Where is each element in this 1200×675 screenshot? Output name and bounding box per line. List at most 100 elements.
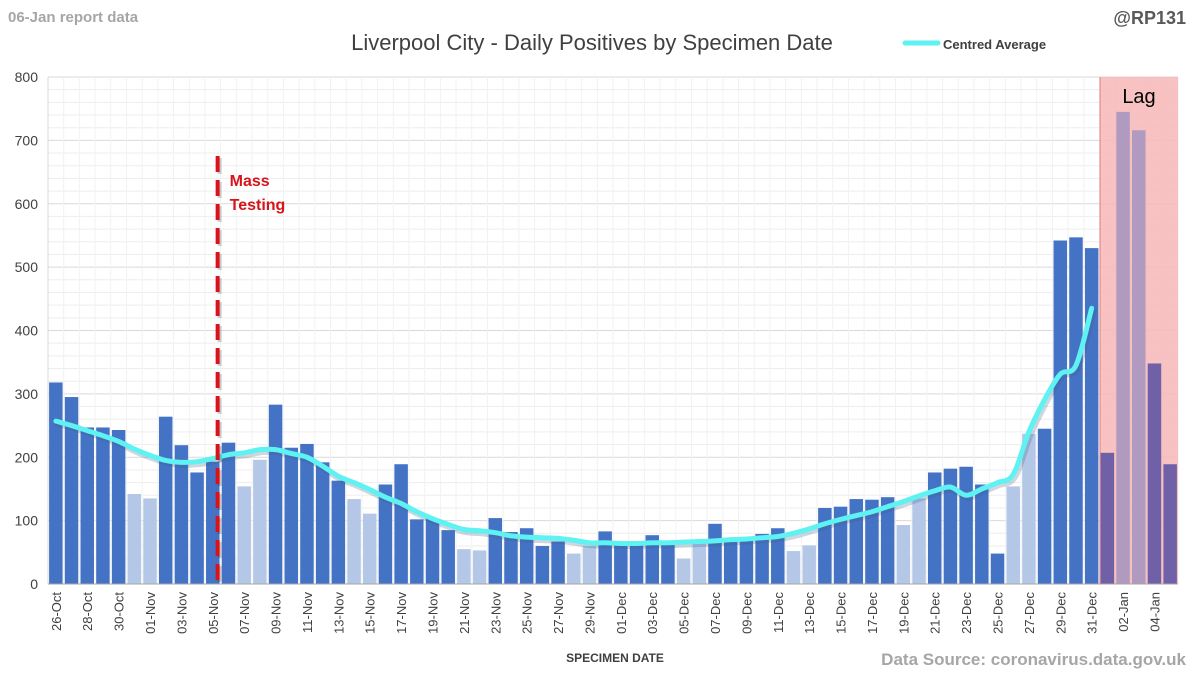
x-tick-label: 07-Nov [237, 592, 252, 634]
y-tick-label: 300 [15, 386, 39, 402]
bar-27-Nov [551, 541, 565, 584]
legend: Centred Average [902, 37, 1046, 52]
bar-06-Dec [692, 542, 707, 584]
bar-30-Oct [111, 429, 126, 584]
bar-29-Oct [96, 427, 110, 584]
x-tick-label: 05-Dec [677, 592, 692, 634]
x-tick-label: 25-Dec [991, 592, 1006, 634]
bar-25-Nov [519, 528, 534, 584]
chart-title: Liverpool City - Daily Positives by Spec… [351, 30, 833, 55]
bar-20-Nov [441, 530, 455, 584]
bar-06-Nov [221, 442, 236, 584]
bar-29-Nov [582, 545, 597, 584]
y-tick-label: 500 [15, 259, 39, 275]
annotations: Mass Testing [215, 156, 286, 584]
x-tick-label: 21-Nov [457, 592, 472, 634]
bar-22-Nov [472, 550, 487, 584]
bar-13-Dec [802, 545, 816, 584]
y-tick-label: 400 [15, 323, 39, 339]
bar-16-Nov [378, 484, 393, 584]
bar-27-Oct [64, 397, 79, 584]
y-tick-label: 700 [15, 132, 39, 148]
bar-26-Oct [49, 382, 63, 584]
bar-09-Dec [739, 539, 754, 584]
bar-23-Dec [959, 466, 973, 584]
x-tick-label: 30-Oct [112, 592, 127, 631]
bar-19-Dec [896, 525, 911, 584]
x-axis-title: SPECIMEN DATE [566, 651, 664, 665]
lag-label: Lag [1122, 86, 1155, 108]
bar-11-Dec [771, 528, 785, 584]
bars [49, 111, 1177, 585]
x-tick-label: 23-Nov [488, 592, 503, 634]
bar-04-Dec [661, 542, 675, 584]
bar-01-Jan [1100, 452, 1115, 584]
bar-26-Nov [535, 545, 550, 584]
bar-05-Dec [676, 558, 691, 584]
bar-01-Nov [143, 498, 157, 584]
bar-26-Dec [1006, 486, 1020, 584]
bar-31-Dec [1084, 248, 1099, 585]
y-tick-label: 800 [15, 69, 39, 85]
x-axis: 26-Oct 28-Oct 30-Oct 01-Nov 03-Nov 05-Nov 07-N… [48, 583, 1178, 634]
x-tick-label: 27-Dec [1022, 592, 1037, 634]
x-tick-label: 15-Nov [363, 592, 378, 634]
x-tick-label: 09-Dec [739, 592, 754, 634]
x-tick-label: 01-Nov [143, 592, 158, 634]
bar-13-Nov [331, 480, 346, 584]
x-tick-label: 19-Dec [896, 592, 911, 634]
x-tick-label: 02-Jan [1116, 592, 1131, 632]
x-tick-label: 17-Nov [394, 592, 409, 634]
bar-08-Dec [723, 539, 738, 584]
bar-03-Nov [174, 445, 189, 584]
x-tick-label: 11-Nov [300, 592, 315, 633]
bar-16-Dec [849, 499, 864, 584]
bar-02-Nov [158, 416, 173, 584]
mass-testing-label: Testing [230, 197, 286, 214]
bar-15-Dec [833, 506, 848, 584]
y-axis: 0 100 200 300 400 500 600 700 800 [15, 69, 49, 592]
bar-03-Dec [645, 535, 659, 584]
bar-18-Nov [410, 519, 424, 584]
bar-30-Dec [1069, 237, 1083, 584]
bar-17-Dec [865, 499, 879, 584]
mass-testing-label: Mass [230, 173, 270, 190]
bar-27-Dec [1022, 433, 1036, 584]
bar-03-Jan [1132, 130, 1146, 585]
x-tick-label: 19-Nov [426, 592, 441, 634]
bar-02-Jan [1116, 111, 1130, 584]
bar-20-Dec [912, 498, 926, 584]
bar-12-Dec [786, 551, 801, 584]
average-line-group [53, 305, 1097, 550]
x-tick-label: 29-Dec [1053, 592, 1068, 634]
x-tick-label: 31-Dec [1085, 592, 1100, 634]
report-label: 06-Jan report data [8, 9, 139, 26]
bar-28-Nov [567, 553, 581, 584]
bar-01-Dec [614, 542, 628, 584]
x-tick-label: 04-Jan [1147, 592, 1162, 632]
bar-24-Nov [504, 532, 518, 584]
bar-04-Jan [1147, 363, 1162, 584]
bar-14-Dec [818, 507, 832, 584]
x-tick-label: 13-Nov [331, 592, 346, 634]
bar-28-Dec [1037, 428, 1052, 584]
x-tick-label: 03-Nov [174, 592, 189, 634]
bar-25-Dec [990, 553, 1005, 584]
bar-15-Nov [362, 513, 377, 584]
x-tick-label: 07-Dec [708, 592, 723, 634]
x-tick-label: 29-Nov [582, 592, 597, 634]
x-tick-label: 05-Nov [206, 592, 221, 634]
x-tick-label: 26-Oct [49, 592, 64, 631]
x-tick-label: 27-Nov [551, 592, 566, 634]
bar-02-Dec [629, 542, 644, 584]
bar-09-Nov [268, 404, 283, 584]
bar-22-Dec [943, 468, 958, 584]
x-tick-label: 25-Nov [520, 592, 535, 634]
bar-08-Nov [253, 459, 267, 584]
bar-31-Oct [127, 494, 142, 584]
bar-11-Nov [300, 443, 314, 584]
x-tick-label: 11-Dec [771, 592, 786, 633]
bar-10-Nov [284, 447, 299, 584]
bar-04-Nov [190, 472, 204, 584]
average-line [53, 305, 1095, 547]
